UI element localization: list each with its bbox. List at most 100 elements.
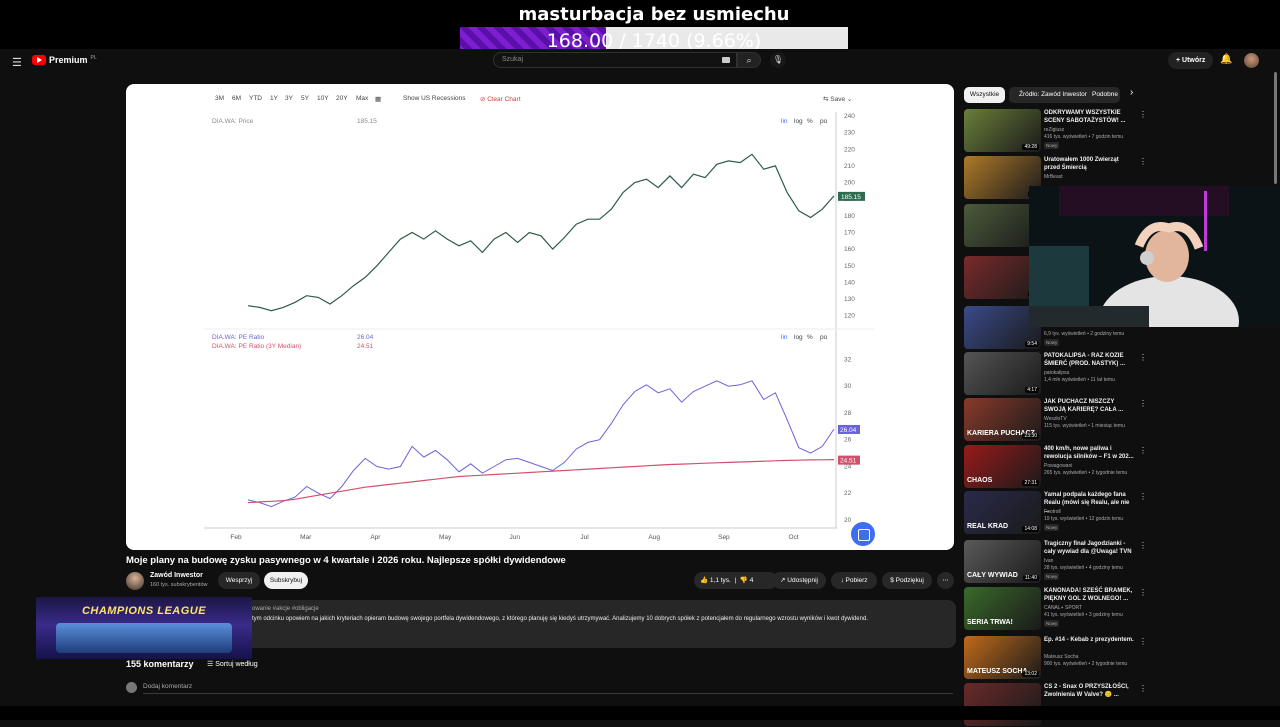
- range-10y[interactable]: 10Y: [317, 95, 329, 102]
- rec-channel[interactable]: Powagowani: [1044, 463, 1073, 469]
- chat-fab-button[interactable]: [851, 522, 875, 546]
- rec-title[interactable]: Uratowałem 1000 Zwierząt przed Śmiercią: [1044, 157, 1119, 171]
- more-vert-icon[interactable]: ⋮: [1139, 637, 1147, 646]
- channel-name[interactable]: Zawód Inwestor: [150, 572, 203, 579]
- x-tick-label: Sep: [718, 534, 730, 541]
- video-player[interactable]: 3M 6M YTD 1Y 3Y 5Y 10Y 20Y Max ▦ Show US…: [126, 84, 954, 550]
- recommendation-item[interactable]: SERIA TRWA! KANONADA! SZEŚĆ BRAMEK, PIĘKN…: [964, 587, 1164, 631]
- add-comment-input[interactable]: Dodaj komentarz: [143, 683, 193, 690]
- range-3m[interactable]: 3M: [215, 95, 225, 102]
- create-button[interactable]: + Utwórz: [1168, 52, 1214, 69]
- download-button[interactable]: ↓ Pobierz: [831, 572, 877, 589]
- chip-similar[interactable]: Podobne: [1090, 87, 1120, 103]
- range-ytd[interactable]: YTD: [249, 95, 262, 102]
- rec-thumbnail[interactable]: CAŁY WYWIAD 11:40: [964, 540, 1041, 583]
- rec-title[interactable]: CS 2 - Snax O PRZYSZŁOŚCI, Zwolnienia W …: [1044, 684, 1129, 698]
- dislike-button[interactable]: 👎 4: [740, 577, 754, 584]
- thanks-button[interactable]: $ Podziękuj: [882, 572, 932, 589]
- range-20y[interactable]: 20Y: [336, 95, 348, 102]
- range-max[interactable]: Max: [356, 95, 369, 102]
- range-3y[interactable]: 3Y: [285, 95, 293, 102]
- recommendation-item[interactable]: 4:17 PATOKALIPSA - RAZ KOZIE ŚMIERĆ (PROD…: [964, 352, 1164, 396]
- rec-thumbnail[interactable]: 4:17: [964, 352, 1041, 395]
- recommendation-item[interactable]: CAŁY WYWIAD 11:40 Tragiczny finał Jagodzia…: [964, 540, 1164, 584]
- rec-title[interactable]: 400 km/h, nowe paliwa i rewolucja silnik…: [1044, 446, 1134, 460]
- youtube-logo[interactable]: Premium PL: [32, 55, 97, 65]
- search-button[interactable]: ⌕: [737, 52, 761, 68]
- rec-title[interactable]: ODKRYWAMY WSZYSTKIE SCENY SABOTAŻYSTÓW! …: [1044, 110, 1126, 124]
- notifications-bell-icon[interactable]: 🔔: [1220, 54, 1233, 65]
- description-hashtags[interactable]: owanie #akcje #obligacje: [252, 606, 319, 612]
- rec-channel[interactable]: Footroll: [1044, 509, 1061, 515]
- calendar-icon[interactable]: ▦: [375, 96, 382, 103]
- price-y-tick: 120: [844, 313, 855, 320]
- more-actions-button[interactable]: ⋯: [937, 572, 954, 589]
- rec-thumbnail[interactable]: MATEUSZ SOCHA 13:02: [964, 636, 1041, 679]
- share-button[interactable]: ↗ Udostępnij: [772, 572, 826, 589]
- like-button[interactable]: 👍 1,1 tys.: [700, 577, 731, 584]
- rec-title[interactable]: Yamal podpala każdego fana Realu (mówi s…: [1044, 492, 1130, 514]
- voice-search-button[interactable]: 🎙: [770, 52, 786, 68]
- more-vert-icon[interactable]: ⋮: [1139, 157, 1147, 166]
- sort-comments-button[interactable]: ☰ Sortuj według: [207, 660, 258, 668]
- rec-thumbnail[interactable]: 49:28: [964, 109, 1041, 152]
- rec-channel[interactable]: CANAL+ SPORT: [1044, 605, 1083, 611]
- chevron-right-icon[interactable]: ›: [1130, 87, 1134, 98]
- user-avatar[interactable]: [1244, 53, 1259, 68]
- recommendation-item[interactable]: 9:54 6,9 tys. wyświetleń • 2 godziny temu…: [964, 306, 1164, 350]
- recommendation-item[interactable]: MATEUSZ SOCHA 13:02 Ep. #14 - Kebab z prez…: [964, 636, 1164, 680]
- range-5y[interactable]: 5Y: [301, 95, 309, 102]
- range-6m[interactable]: 6M: [232, 95, 242, 102]
- subscribe-button[interactable]: Subskrybuj: [264, 572, 308, 589]
- support-button[interactable]: Wesprzyj: [218, 572, 260, 589]
- chip-all[interactable]: Wszystkie: [964, 87, 1005, 103]
- more-vert-icon[interactable]: ⋮: [1139, 541, 1147, 550]
- rec-channel[interactable]: Mateusz Socha: [1044, 654, 1079, 660]
- more-vert-icon[interactable]: ⋮: [1139, 110, 1147, 119]
- chip-source[interactable]: Źródło: Zawód Inwestor: [1009, 87, 1097, 103]
- rec-channel[interactable]: Ivan: [1044, 558, 1054, 564]
- rec-thumb-text: CAŁY WYWIAD: [967, 572, 1018, 579]
- rec-title[interactable]: JAK PUCHACZ NISZCZY SWOJĄ KARIERĘ? CAŁA …: [1044, 399, 1124, 413]
- more-vert-icon[interactable]: ⋮: [1139, 399, 1147, 408]
- channel-avatar[interactable]: [126, 572, 144, 590]
- rec-channel[interactable]: patokalipsa: [1044, 370, 1070, 376]
- keyboard-icon[interactable]: [722, 57, 730, 63]
- more-vert-icon[interactable]: ⋮: [1139, 492, 1147, 501]
- more-vert-icon[interactable]: ⋮: [1139, 588, 1147, 597]
- rec-channel[interactable]: reZigiusz: [1044, 127, 1065, 133]
- save-button[interactable]: ⇆ Save ⌄: [823, 96, 853, 103]
- rec-thumbnail[interactable]: [964, 204, 1041, 247]
- page-scrollbar[interactable]: [1274, 72, 1277, 184]
- recommendation-item[interactable]: KARIERA PUCHACZ 23:30 JAK PUCHACZ NISZCZY …: [964, 398, 1164, 442]
- more-vert-icon[interactable]: ⋮: [1139, 353, 1147, 362]
- more-vert-icon[interactable]: ⋮: [1139, 446, 1147, 455]
- rec-title[interactable]: Tragiczny finał Jagodzianki - cały wywia…: [1044, 541, 1132, 555]
- rec-channel[interactable]: WeszłoTV: [1044, 416, 1067, 422]
- recommendation-item[interactable]: 49:28 ODKRYWAMY WSZYSTKIE SCENY SABOTAŻYS…: [964, 109, 1164, 153]
- recommendation-item[interactable]: CS 2 - Snax O PRZYSZŁOŚCI, Zwolnienia W …: [964, 683, 1164, 727]
- rec-title[interactable]: PATOKALIPSA - RAZ KOZIE ŚMIERĆ (PROD. NA…: [1044, 353, 1126, 367]
- menu-icon[interactable]: ☰: [12, 57, 22, 69]
- rec-thumbnail[interactable]: 17:: [964, 156, 1041, 199]
- rec-thumbnail[interactable]: SERIA TRWA!: [964, 587, 1041, 630]
- rec-thumbnail[interactable]: KARIERA PUCHACZ 23:30: [964, 398, 1041, 441]
- recommendation-item[interactable]: REAL KRAD 14:08 Yamal podpala każdego fana…: [964, 491, 1164, 535]
- rec-thumbnail[interactable]: CHAOS 27:31: [964, 445, 1041, 488]
- show-recessions-toggle[interactable]: Show US Recessions: [403, 95, 466, 102]
- search-input[interactable]: Szukaj: [493, 52, 737, 68]
- range-1y[interactable]: 1Y: [270, 95, 278, 102]
- rec-thumbnail[interactable]: REAL KRAD 14:08: [964, 491, 1041, 534]
- rec-title[interactable]: Ep. #14 - Kebab z prezydentem.: [1044, 637, 1134, 643]
- rec-channel[interactable]: MrBeast: [1044, 174, 1063, 180]
- clear-chart-button[interactable]: ⊘ Clear Chart: [480, 96, 521, 103]
- recommendation-item[interactable]: 17:Uratowałem 1000 Zwierząt przed Śmierc…: [964, 156, 1164, 200]
- rec-thumbnail[interactable]: 9:54: [964, 306, 1041, 349]
- description-box[interactable]: owanie #akcje #obligacje tym odcinku opo…: [126, 600, 956, 648]
- price-last-value: 185.15: [841, 194, 861, 201]
- rec-title[interactable]: KANONADA! SZEŚĆ BRAMEK, PIĘKNY GOL Z WOL…: [1044, 588, 1133, 602]
- rec-stats: 115 tys. wyświetleń • 1 miesiąc temu: [1044, 423, 1125, 429]
- rec-new-badge: Nowy: [1044, 142, 1060, 149]
- more-vert-icon[interactable]: ⋮: [1139, 684, 1147, 693]
- recommendation-item[interactable]: CHAOS 27:31 400 km/h, nowe paliwa i rewolu…: [964, 445, 1164, 489]
